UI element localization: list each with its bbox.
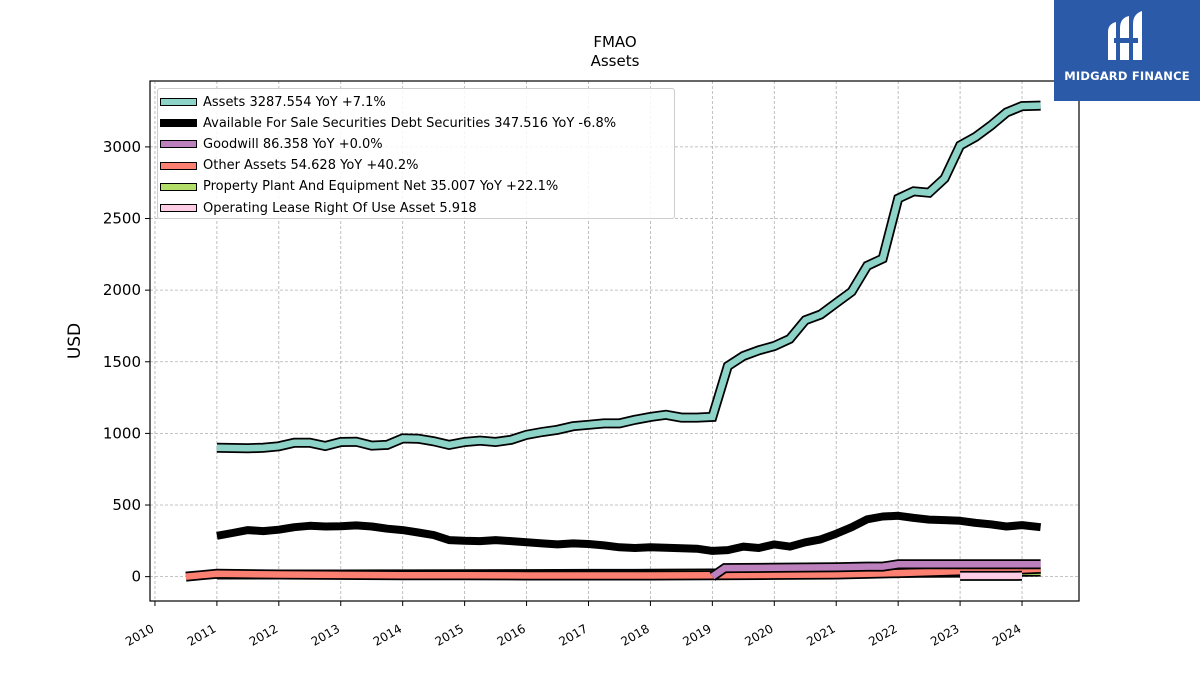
- y-tick-label: 1500: [103, 353, 141, 371]
- y-tick-label: 1000: [103, 424, 141, 442]
- chart-subtitle: Assets: [590, 52, 640, 70]
- x-tick-label: 2021: [804, 621, 837, 648]
- x-tick-label: 2016: [495, 621, 528, 648]
- legend-swatch: [160, 98, 197, 106]
- x-tick-label: 2023: [928, 621, 961, 648]
- x-tick-label: 2022: [866, 621, 899, 648]
- x-tick-label: 2014: [371, 621, 404, 648]
- legend-label: Goodwill 86.358 YoY +0.0%: [203, 136, 383, 152]
- series-goodwill: [710, 561, 1041, 580]
- x-tick-label: 2011: [185, 621, 218, 648]
- y-tick-label: 2000: [103, 281, 141, 299]
- legend-swatch: [160, 161, 197, 170]
- series-other-assets: [185, 565, 1041, 580]
- legend-label: Assets 3287.554 YoY +7.1%: [203, 94, 386, 110]
- y-axis-label: USD: [65, 323, 85, 359]
- x-tick-label: 2018: [618, 621, 651, 648]
- x-tick-label: 2015: [433, 621, 466, 648]
- legend-swatch: [160, 204, 197, 212]
- legend-swatch: [160, 140, 197, 149]
- x-axis-ticks: 2010 2011 2012 2013 2014 2015 2016 2017 2018 2019…: [123, 601, 1024, 649]
- legend-swatch: [160, 119, 197, 128]
- series-layer: [185, 100, 1042, 582]
- chart-title: FMAO: [593, 33, 637, 51]
- legend-label: Property Plant And Equipment Net 35.007 …: [203, 179, 559, 195]
- legend-label: Available For Sale Securities Debt Secur…: [203, 115, 617, 131]
- chart-legend: Assets 3287.554 YoY +7.1% Available For S…: [157, 88, 675, 219]
- plot-frame: [149, 80, 1080, 602]
- legend-label: Other Assets 54.628 YoY +40.2%: [203, 158, 419, 174]
- y-axis-ticks: 0 500 1000 1500 2000 2500 3000: [103, 138, 150, 586]
- x-tick-label: 2012: [247, 621, 280, 648]
- y-tick-label: 500: [112, 496, 141, 514]
- legend-label: Operating Lease Right Of Use Asset 5.918: [203, 200, 477, 216]
- x-tick-label: 2010: [123, 621, 156, 648]
- x-tick-label: 2013: [309, 621, 342, 648]
- x-tick-label: 2019: [680, 621, 713, 648]
- series-assets: [216, 102, 1041, 452]
- brand-name: MIDGARD FINANCE: [1064, 69, 1190, 83]
- brand-logo: MIDGARD FINANCE: [1054, 0, 1200, 101]
- y-tick-label: 2500: [103, 210, 141, 228]
- legend-swatch: [160, 182, 197, 191]
- y-tick-label: 3000: [103, 138, 141, 156]
- x-tick-label: 2024: [990, 621, 1023, 648]
- series-available-for-sale-securities-debt-securities: [216, 511, 1042, 555]
- x-tick-label: 2020: [742, 621, 775, 648]
- y-tick-label: 0: [131, 568, 141, 586]
- midgard-logo-icon: [1108, 11, 1142, 60]
- x-tick-label: 2017: [557, 621, 590, 648]
